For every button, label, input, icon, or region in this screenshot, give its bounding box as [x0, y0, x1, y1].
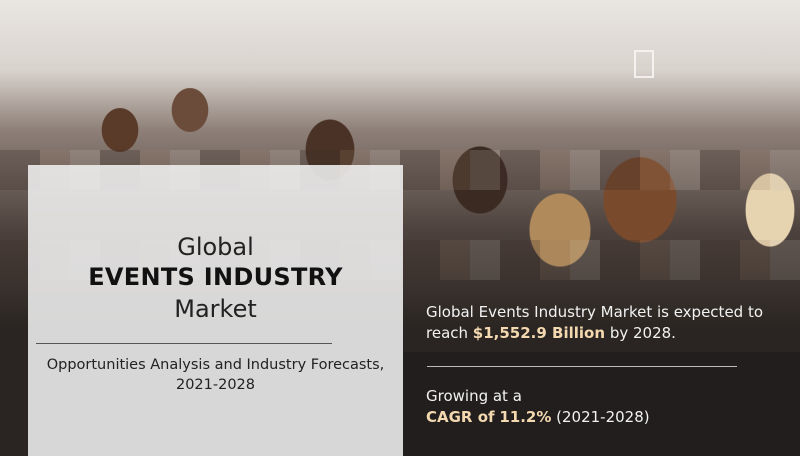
subtitle: Opportunities Analysis and Industry Fore… — [28, 355, 403, 395]
cagr-label: CAGR of — [426, 408, 495, 426]
stat-text: by 2028. — [609, 324, 676, 342]
stat-text: Growing at a — [426, 387, 522, 405]
subtitle-line-1: Opportunities Analysis and Industry Fore… — [46, 357, 385, 373]
stat-text: reach — [426, 324, 469, 342]
title-line-3: Market — [174, 295, 257, 323]
subtitle-line-2: 2021-2028 — [175, 377, 256, 393]
market-size-stat: Global Events Industry Market is expecte… — [426, 302, 763, 344]
title-panel: Global EVENTS INDUSTRY Market Opportunit… — [28, 165, 403, 456]
title-line-1: Global — [177, 233, 254, 261]
market-value: $1,552.9 Billion — [472, 324, 606, 342]
stats-panel — [403, 352, 800, 456]
title-main: EVENTS INDUSTRY — [88, 263, 343, 291]
cagr-value: 11.2% — [499, 408, 552, 426]
cagr-period: (2021-2028) — [556, 408, 650, 426]
divider — [427, 366, 737, 367]
divider — [36, 343, 332, 344]
stat-text: Global Events Industry Market is expecte… — [426, 303, 764, 321]
watermark-logo — [634, 50, 654, 78]
cagr-stat: Growing at a CAGR of 11.2% (2021-2028) — [426, 386, 650, 428]
